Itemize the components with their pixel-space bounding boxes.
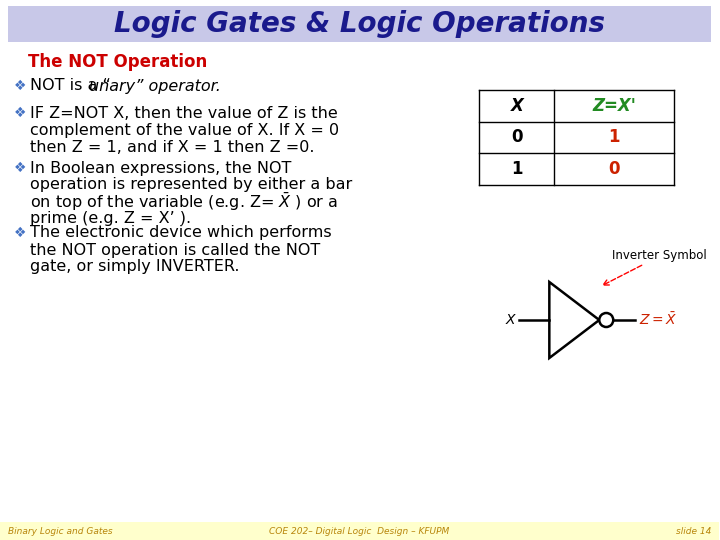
Text: complement of the value of X. If X = 0: complement of the value of X. If X = 0: [30, 123, 339, 138]
Text: X: X: [506, 313, 516, 327]
FancyBboxPatch shape: [8, 6, 711, 42]
Text: slide 14: slide 14: [676, 526, 711, 536]
Text: the NOT operation is called the NOT: the NOT operation is called the NOT: [30, 242, 320, 258]
Text: operation is represented by either a bar: operation is represented by either a bar: [30, 178, 352, 192]
Text: on top of the variable (e.g. Z= $\bar{X}$ ) or a: on top of the variable (e.g. Z= $\bar{X}…: [30, 191, 338, 213]
Text: 1: 1: [608, 129, 620, 146]
FancyBboxPatch shape: [0, 522, 719, 540]
Text: unary” operator.: unary” operator.: [89, 78, 221, 93]
Text: then Z = 1, and if X = 1 then Z =0.: then Z = 1, and if X = 1 then Z =0.: [30, 139, 315, 154]
Text: COE 202– Digital Logic  Design – KFUPM: COE 202– Digital Logic Design – KFUPM: [269, 526, 450, 536]
Text: The electronic device which performs: The electronic device which performs: [30, 226, 332, 240]
Text: ❖: ❖: [14, 79, 27, 93]
Text: ❖: ❖: [14, 226, 27, 240]
Polygon shape: [549, 282, 599, 358]
FancyArrowPatch shape: [603, 265, 642, 285]
Text: ❖: ❖: [14, 161, 27, 175]
Text: 0: 0: [608, 160, 620, 178]
Text: IF Z=NOT X, then the value of Z is the: IF Z=NOT X, then the value of Z is the: [30, 105, 338, 120]
Text: X: X: [510, 97, 523, 115]
Text: prime (e.g. Z = X’ ).: prime (e.g. Z = X’ ).: [30, 212, 191, 226]
Text: gate, or simply INVERTER.: gate, or simply INVERTER.: [30, 260, 240, 274]
Text: The NOT Operation: The NOT Operation: [28, 53, 207, 71]
Text: 1: 1: [511, 160, 523, 178]
Text: Z=X': Z=X': [593, 97, 636, 115]
Text: Logic Gates & Logic Operations: Logic Gates & Logic Operations: [114, 10, 605, 38]
Text: NOT is a “: NOT is a “: [30, 78, 111, 93]
Text: ❖: ❖: [14, 106, 27, 120]
Text: 0: 0: [511, 129, 523, 146]
Text: In Boolean expressions, the NOT: In Boolean expressions, the NOT: [30, 160, 292, 176]
Circle shape: [599, 313, 613, 327]
Text: $Z=\bar{X}$: $Z=\bar{X}$: [639, 312, 678, 328]
Text: Inverter Symbol: Inverter Symbol: [612, 248, 706, 261]
Text: Binary Logic and Gates: Binary Logic and Gates: [8, 526, 112, 536]
